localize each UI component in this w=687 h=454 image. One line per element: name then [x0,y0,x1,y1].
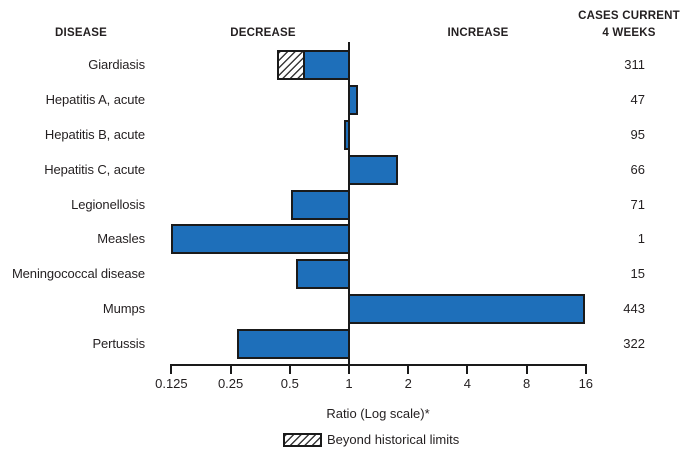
disease-label: Hepatitis B, acute [44,126,145,142]
bar-increase [348,294,586,325]
bar-hatch-segment [278,52,306,78]
column-header-cases: CASES CURRENT 4 WEEKS [569,8,687,42]
disease-label: Pertussis [92,336,145,351]
disease-label: Mumps [102,301,145,317]
x-axis-title: Ratio (Log scale)* [326,406,430,421]
column-header-cases-line2: 4 WEEKS [602,27,656,39]
column-header-cases-line1: CASES CURRENT [578,10,680,22]
case-value: 95 [630,126,645,142]
bar-decrease [296,259,350,290]
legend-hatch-swatch [283,433,322,447]
x-axis-tick-label: 0.25 [217,376,244,391]
bar-decrease [237,329,350,359]
x-axis-tick-label: 2 [404,376,412,391]
disease-label: Hepatitis C, acute [44,161,145,177]
x-axis-tick [584,364,587,374]
x-axis-tick-label: 4 [463,376,471,391]
bar-beyond-limits [276,50,350,80]
x-axis-tick [170,364,173,374]
x-axis-tick-label: 8 [522,376,531,391]
bar-solid-segment [305,52,348,78]
x-axis-tick-label: 0.5 [280,376,299,391]
bar-decrease [291,189,350,220]
x-axis-tick-label: 1 [345,376,353,391]
column-header-decrease: DECREASE [230,27,296,39]
x-axis-tick [288,364,291,374]
case-value: 15 [630,266,645,282]
case-value: 1 [637,231,645,247]
baseline-ratio-1 [348,42,350,366]
x-axis-line [170,364,587,366]
column-header-increase: INCREASE [447,27,509,39]
bar-decrease [171,224,350,255]
x-axis-tick [407,364,410,374]
case-value: 71 [630,196,645,212]
case-value: 443 [623,301,645,317]
legend-label: Beyond historical limits [327,432,460,447]
disease-label: Measles [97,231,145,247]
case-value: 322 [623,336,645,351]
x-axis-tick [466,364,469,374]
disease-label: Meningococcal disease [11,266,145,282]
case-value: 47 [630,91,645,107]
x-axis-tick [525,364,528,374]
x-axis-tick [229,364,232,374]
x-axis-tick-label: 16 [578,376,594,391]
disease-label: Legionellosis [71,196,145,212]
disease-label: Giardiasis [88,57,145,72]
case-value: 66 [630,161,645,177]
bar-increase [348,154,399,185]
case-value: 311 [624,57,645,72]
x-axis-tick-label: 0.125 [155,376,188,391]
column-header-disease: DISEASE [55,27,107,39]
x-axis-tick [348,364,350,374]
disease-label: Hepatitis A, acute [45,91,145,107]
